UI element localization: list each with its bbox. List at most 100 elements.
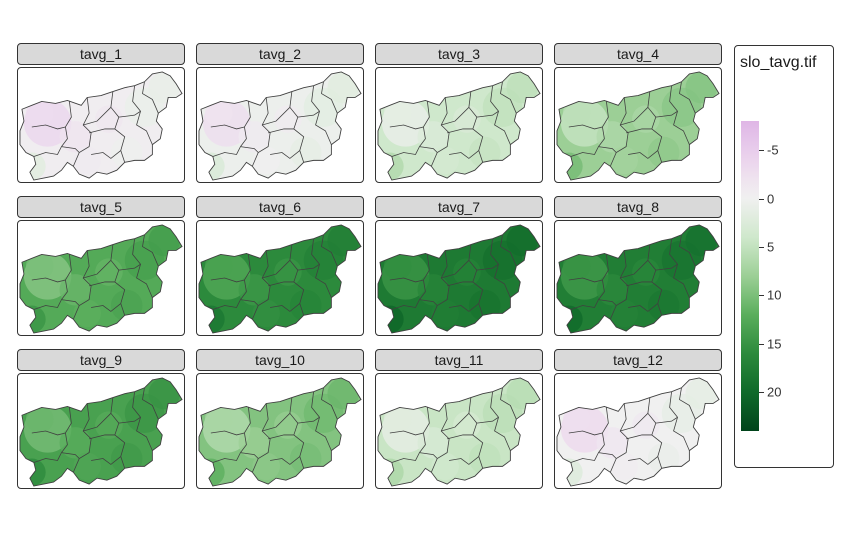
raster-map [19, 377, 183, 487]
region-border [389, 277, 424, 283]
raster-patch [327, 224, 360, 257]
facet-strip-label: tavg_9 [17, 349, 185, 371]
raster-patch [596, 121, 629, 153]
map-frame [375, 67, 543, 183]
raster-patch [417, 427, 450, 459]
raster-patch [383, 99, 412, 127]
region-border [628, 150, 659, 159]
raster-map [377, 224, 541, 334]
region-border [33, 299, 62, 310]
raster-patch [148, 71, 181, 104]
map-frame [17, 220, 185, 336]
region-border [391, 299, 420, 310]
country-outline [198, 71, 362, 181]
region-border [598, 299, 617, 306]
region-border [33, 452, 62, 463]
legend-colorbar [741, 121, 759, 431]
raster-patch [610, 299, 638, 328]
region-border [33, 146, 62, 157]
raster-map [556, 224, 720, 334]
raster-patch [562, 99, 591, 127]
region-border [210, 277, 245, 283]
region-border [476, 416, 499, 424]
region-border [449, 456, 480, 465]
raster-map [556, 71, 720, 181]
region-border [655, 416, 678, 424]
region-border [669, 238, 690, 298]
raster-patch [204, 252, 233, 280]
raster-patch [59, 121, 92, 153]
region-border [89, 128, 115, 134]
country-outline [377, 71, 541, 181]
region-border [142, 387, 159, 420]
raster-patch [685, 71, 718, 104]
facet-panel-tavg-6: tavg_6 [196, 196, 364, 336]
region-border [620, 260, 649, 279]
region-border [669, 391, 690, 451]
region-border [490, 391, 511, 451]
region-border [240, 101, 251, 147]
raster-patch [59, 427, 92, 459]
region-border [626, 434, 652, 440]
map-frame [375, 220, 543, 336]
raster-patch [468, 136, 501, 169]
region-border [476, 110, 499, 118]
region-border [570, 146, 599, 157]
region-border [268, 128, 294, 134]
region-border [447, 128, 473, 134]
raster-patch [289, 442, 322, 475]
region-border [570, 299, 599, 310]
region-border [391, 146, 420, 157]
facet-strip-label: tavg_7 [375, 196, 543, 218]
raster-patch [506, 377, 539, 410]
region-border [268, 434, 294, 440]
region-border [628, 456, 659, 465]
raster-patch [431, 299, 459, 328]
region-border [268, 281, 294, 287]
region-border [626, 281, 652, 287]
raster-patch [685, 224, 718, 257]
region-border [270, 150, 301, 159]
facet-strip-label: tavg_2 [196, 43, 364, 65]
region-border [91, 303, 122, 312]
region-border [449, 150, 480, 159]
legend-tick [759, 198, 764, 200]
legend-tick-label: 10 [767, 287, 782, 303]
region-border [118, 263, 141, 271]
facet-panel-tavg-3: tavg_3 [375, 43, 543, 183]
facet-panel-tavg-8: tavg_8 [554, 196, 722, 336]
region-border [142, 234, 159, 267]
region-border [449, 303, 480, 312]
raster-patch [383, 252, 412, 280]
region-border [311, 391, 332, 451]
raster-patch [647, 289, 680, 322]
raster-patch [468, 442, 501, 475]
facet-strip-label: tavg_6 [196, 196, 364, 218]
facet-panel-tavg-10: tavg_10 [196, 349, 364, 489]
raster-patch [327, 71, 360, 104]
raster-map [377, 71, 541, 181]
region-border [321, 81, 338, 114]
raster-patch [468, 289, 501, 322]
legend-tick [759, 392, 764, 394]
region-border [441, 413, 470, 432]
map-frame [375, 373, 543, 489]
region-border [679, 81, 696, 114]
region-border [91, 150, 122, 159]
raster-patch [562, 252, 591, 280]
raster-patch [238, 121, 271, 153]
region-border [210, 430, 245, 436]
region-border [447, 281, 473, 287]
region-border [441, 260, 470, 279]
facet-strip-label: tavg_12 [554, 349, 722, 371]
country-outline [556, 377, 720, 487]
facet-strip-label: tavg_3 [375, 43, 543, 65]
country-outline [198, 377, 362, 487]
region-border [655, 110, 678, 118]
region-border [628, 303, 659, 312]
region-border [441, 107, 470, 126]
region-border [490, 85, 511, 145]
country-outline [377, 224, 541, 334]
region-border [118, 416, 141, 424]
region-border [598, 101, 609, 147]
